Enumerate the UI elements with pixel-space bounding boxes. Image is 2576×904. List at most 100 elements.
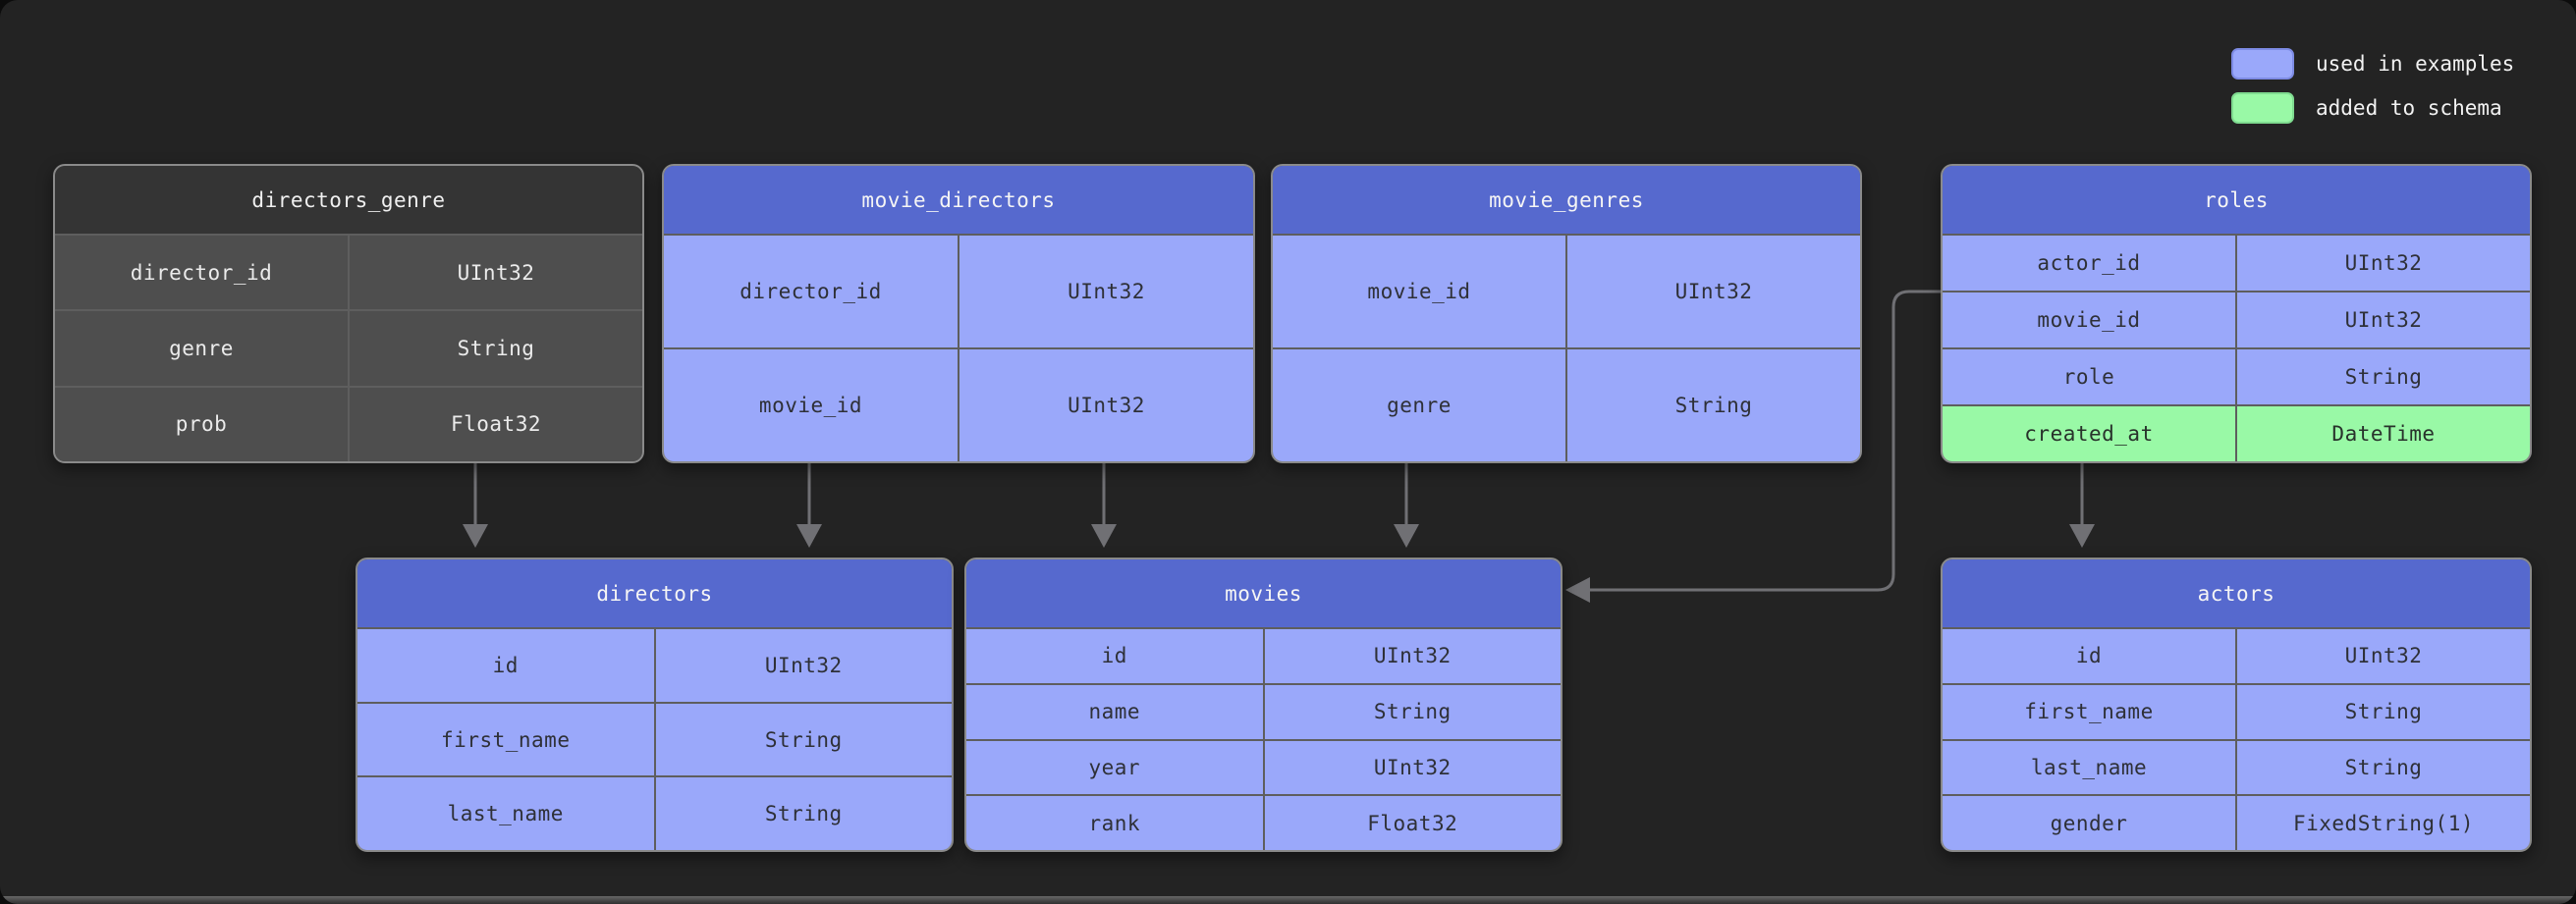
legend-label: used in examples: [2316, 52, 2515, 76]
field-row: year UInt32: [966, 738, 1561, 795]
field-type-cell: DateTime: [2235, 406, 2530, 461]
field-name-cell: last_name: [1943, 740, 2235, 795]
field-name-cell: id: [1943, 629, 2235, 683]
field-row: id UInt32: [1943, 627, 2530, 683]
field-type-cell: UInt32: [2235, 292, 2530, 347]
field-name-cell: last_name: [357, 777, 654, 850]
field-type-cell: UInt32: [1565, 236, 1860, 347]
field-name-cell: genre: [55, 311, 348, 386]
table-title: movie_directors: [664, 166, 1253, 234]
field-row: director_id UInt32: [55, 234, 642, 310]
table-roles: roles actor_id UInt32 movie_id UInt32 ro…: [1941, 164, 2532, 463]
field-row: genre String: [55, 309, 642, 386]
field-row: first_name String: [357, 701, 952, 776]
field-name-cell: first_name: [357, 703, 654, 776]
table-title: directors_genre: [55, 166, 642, 234]
field-row: genre String: [1273, 347, 1860, 461]
field-type-cell: FixedString(1): [2235, 796, 2530, 850]
field-name-cell: rank: [966, 796, 1263, 850]
panel-bottom-edge: [0, 896, 2576, 904]
field-row: movie_id UInt32: [1273, 234, 1860, 347]
field-type-cell: String: [1262, 684, 1561, 739]
field-type-cell: UInt32: [958, 236, 1253, 347]
field-row: movie_id UInt32: [1943, 291, 2530, 347]
table-actors: actors id UInt32 first_name String last_…: [1941, 558, 2532, 852]
field-type-cell: String: [2235, 740, 2530, 795]
field-row-added-to-schema: created_at DateTime: [1943, 404, 2530, 461]
field-name-cell: prob: [55, 387, 348, 461]
field-name-cell: director_id: [55, 236, 348, 310]
field-type-cell: UInt32: [1262, 740, 1561, 795]
table-movies: movies id UInt32 name String year UInt32…: [964, 558, 1562, 852]
field-name-cell: first_name: [1943, 684, 2235, 739]
field-row: id UInt32: [966, 627, 1561, 683]
table-rows: movie_id UInt32 genre String: [1273, 234, 1860, 461]
field-name-cell: movie_id: [664, 349, 958, 461]
field-type-cell: String: [2235, 349, 2530, 404]
field-type-cell: UInt32: [348, 236, 642, 310]
added-to-schema-swatch: [2231, 92, 2294, 124]
table-title: directors: [357, 559, 952, 627]
field-name-cell: gender: [1943, 796, 2235, 850]
field-row: id UInt32: [357, 627, 952, 702]
field-type-cell: UInt32: [2235, 236, 2530, 291]
field-row: first_name String: [1943, 682, 2530, 739]
field-row: role String: [1943, 347, 2530, 404]
legend-item-added: added to schema: [2231, 92, 2514, 124]
table-rows: director_id UInt32 movie_id UInt32: [664, 234, 1253, 461]
table-movie-genres: movie_genres movie_id UInt32 genre Strin…: [1271, 164, 1862, 463]
edge-movie-genres-to-movies: [1394, 457, 1419, 548]
field-type-cell: String: [348, 311, 642, 386]
legend-label: added to schema: [2316, 96, 2502, 120]
field-type-cell: String: [653, 777, 952, 850]
field-name-cell: year: [966, 740, 1263, 795]
table-title: roles: [1943, 166, 2530, 234]
edge-movie-directors-to-directors: [796, 457, 822, 548]
field-type-cell: String: [2235, 684, 2530, 739]
table-rows: director_id UInt32 genre String prob Flo…: [55, 234, 642, 461]
field-name-cell: director_id: [664, 236, 958, 347]
field-name-cell: name: [966, 684, 1263, 739]
field-row: gender FixedString(1): [1943, 794, 2530, 850]
field-name-cell: genre: [1273, 349, 1565, 461]
field-type-cell: Float32: [1262, 796, 1561, 850]
field-type-cell: UInt32: [1262, 629, 1561, 683]
field-row: director_id UInt32: [664, 234, 1253, 347]
edge-movie-directors-to-movies: [1091, 457, 1117, 548]
table-rows: id UInt32 first_name String last_name St…: [357, 627, 952, 850]
field-type-cell: UInt32: [653, 629, 952, 702]
field-row: rank Float32: [966, 794, 1561, 850]
field-row: actor_id UInt32: [1943, 234, 2530, 291]
field-type-cell: Float32: [348, 387, 642, 461]
table-title: movie_genres: [1273, 166, 1860, 234]
legend-item-used: used in examples: [2231, 48, 2514, 80]
field-name-cell: movie_id: [1273, 236, 1565, 347]
field-type-cell: String: [1565, 349, 1860, 461]
table-rows: id UInt32 name String year UInt32 rank F…: [966, 627, 1561, 850]
field-name-cell: created_at: [1943, 406, 2235, 461]
used-in-examples-swatch: [2231, 48, 2294, 80]
field-name-cell: id: [966, 629, 1263, 683]
table-rows: actor_id UInt32 movie_id UInt32 role Str…: [1943, 234, 2530, 461]
field-name-cell: id: [357, 629, 654, 702]
field-name-cell: movie_id: [1943, 292, 2235, 347]
table-directors-genre: directors_genre director_id UInt32 genre…: [53, 164, 644, 463]
field-name-cell: actor_id: [1943, 236, 2235, 291]
table-title: actors: [1943, 559, 2530, 627]
field-row: last_name String: [1943, 738, 2530, 795]
table-title: movies: [966, 559, 1561, 627]
field-type-cell: String: [653, 703, 952, 776]
edge-directors-genre-to-directors: [463, 457, 488, 548]
table-rows: id UInt32 first_name String last_name St…: [1943, 627, 2530, 850]
table-directors: directors id UInt32 first_name String la…: [356, 558, 954, 852]
edge-roles-to-actors: [2069, 457, 2095, 548]
field-type-cell: UInt32: [2235, 629, 2530, 683]
field-row: last_name String: [357, 775, 952, 850]
legend: used in examples added to schema: [2231, 48, 2514, 124]
field-name-cell: role: [1943, 349, 2235, 404]
field-row: prob Float32: [55, 385, 642, 461]
table-movie-directors: movie_directors director_id UInt32 movie…: [662, 164, 1255, 463]
field-row: movie_id UInt32: [664, 347, 1253, 461]
field-row: name String: [966, 682, 1561, 739]
